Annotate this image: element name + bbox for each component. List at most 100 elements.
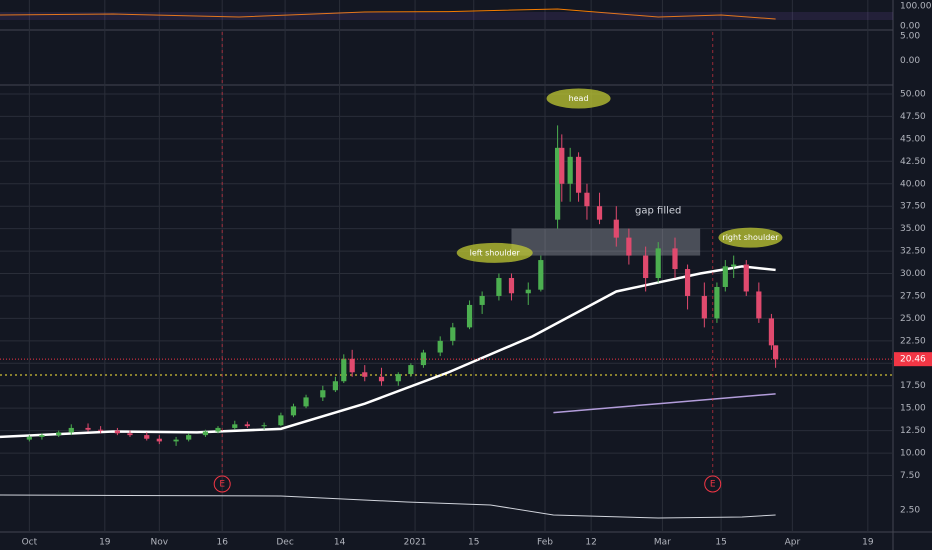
- candle-body: [186, 435, 192, 440]
- annotation: right shoulder: [722, 233, 779, 242]
- y-tick-label: 50.00: [900, 89, 926, 99]
- candle-body: [127, 433, 133, 436]
- x-tick-label: 16: [216, 538, 228, 548]
- candle-body: [538, 260, 544, 290]
- indicator-line: [0, 494, 776, 519]
- candle-body: [655, 248, 661, 279]
- candle-body: [613, 219, 619, 238]
- candle-body: [584, 192, 590, 207]
- candle-body: [244, 424, 250, 427]
- candle-body: [722, 266, 728, 287]
- candle-body: [261, 425, 267, 427]
- y-tick-label: 27.50: [900, 291, 926, 301]
- y-tick-label: 45.00: [900, 134, 926, 144]
- y-tick-label: 25.00: [900, 314, 926, 324]
- candle-body: [684, 269, 691, 296]
- candle-body: [156, 438, 162, 442]
- x-tick-label: 15: [468, 538, 479, 548]
- y-tick-label: 12.50: [900, 426, 926, 436]
- candle-body: [320, 390, 326, 398]
- candle-body: [114, 430, 120, 434]
- rsi-band: [0, 12, 893, 20]
- candle-body: [349, 358, 355, 373]
- candle-body: [362, 372, 368, 377]
- candle-body: [596, 206, 603, 220]
- highlight: [718, 227, 783, 248]
- x-tick-label: Oct: [22, 538, 38, 548]
- candle-body: [479, 295, 485, 305]
- y-tick-label: 17.50: [900, 381, 926, 391]
- candle-body: [559, 147, 565, 184]
- x-tick-label: 14: [334, 538, 346, 548]
- gap-zone: [511, 228, 701, 256]
- y-tick-label: 32.50: [900, 247, 926, 257]
- last-price-label: 20.46: [900, 355, 926, 365]
- y-tick-label: 0.00: [900, 56, 920, 66]
- candle-body: [626, 237, 632, 256]
- earnings-label: E: [219, 480, 225, 490]
- candle-body: [144, 435, 150, 439]
- candle-body: [508, 278, 515, 294]
- y-tick-label: 7.50: [900, 471, 920, 481]
- candle-body: [68, 427, 74, 433]
- y-tick-label: 22.50: [900, 336, 926, 346]
- candle-body: [85, 427, 91, 430]
- candle-body: [525, 289, 531, 294]
- candle-body: [575, 156, 582, 193]
- x-tick-label: 12: [585, 538, 596, 548]
- y-tick-label: 35.00: [900, 224, 926, 234]
- x-tick-label: Apr: [785, 538, 801, 548]
- y-tick-label: 47.50: [900, 112, 926, 122]
- candle-body: [378, 376, 385, 382]
- y-tick-label: 15.00: [900, 404, 926, 414]
- candle-body: [450, 327, 456, 341]
- candle-body: [56, 432, 62, 436]
- x-tick-label: 2021: [404, 538, 427, 548]
- candle-body: [672, 248, 678, 270]
- y-tick-label: 42.50: [900, 157, 926, 167]
- candle-body: [173, 439, 179, 442]
- candle-body: [714, 286, 720, 319]
- x-tick-label: Dec: [276, 538, 293, 548]
- y-tick-label: 40.00: [900, 179, 926, 189]
- candle-body: [215, 427, 221, 432]
- candle-body: [555, 147, 561, 220]
- candle-body: [768, 318, 775, 346]
- candle-body: [98, 429, 104, 431]
- candle-body: [290, 406, 297, 416]
- highlight: [546, 88, 611, 109]
- candle-body: [332, 381, 338, 391]
- annotation: left shoulder: [470, 248, 521, 257]
- y-tick-label: 100.00: [900, 2, 932, 12]
- candle-body: [408, 365, 414, 375]
- candle-body: [731, 264, 737, 267]
- x-tick-label: Nov: [151, 538, 169, 548]
- y-tick-label: 30.00: [900, 269, 926, 279]
- candle-body: [341, 358, 347, 382]
- x-tick-label: 19: [862, 538, 874, 548]
- candle-body: [395, 374, 401, 382]
- candle-body: [202, 431, 209, 436]
- y-tick-label: 5.00: [900, 31, 920, 41]
- earnings-marker: [704, 475, 722, 493]
- annotation: head: [569, 94, 589, 103]
- x-tick-label: Mar: [654, 538, 671, 548]
- x-tick-label: 19: [99, 538, 111, 548]
- y-tick-label: 37.50: [900, 202, 926, 212]
- highlight: [456, 242, 533, 263]
- y-tick-label: 10.00: [900, 449, 926, 459]
- candle-body: [643, 255, 649, 279]
- candle-body: [567, 156, 573, 184]
- earnings-marker: [213, 475, 231, 493]
- candle-body: [232, 424, 238, 428]
- candle-body: [756, 291, 762, 319]
- candle-body: [303, 397, 309, 407]
- candle-body: [701, 295, 707, 319]
- candle-body: [773, 345, 779, 360]
- x-tick-label: 15: [715, 538, 726, 548]
- candle-body: [26, 436, 32, 440]
- moving-average: [0, 265, 776, 439]
